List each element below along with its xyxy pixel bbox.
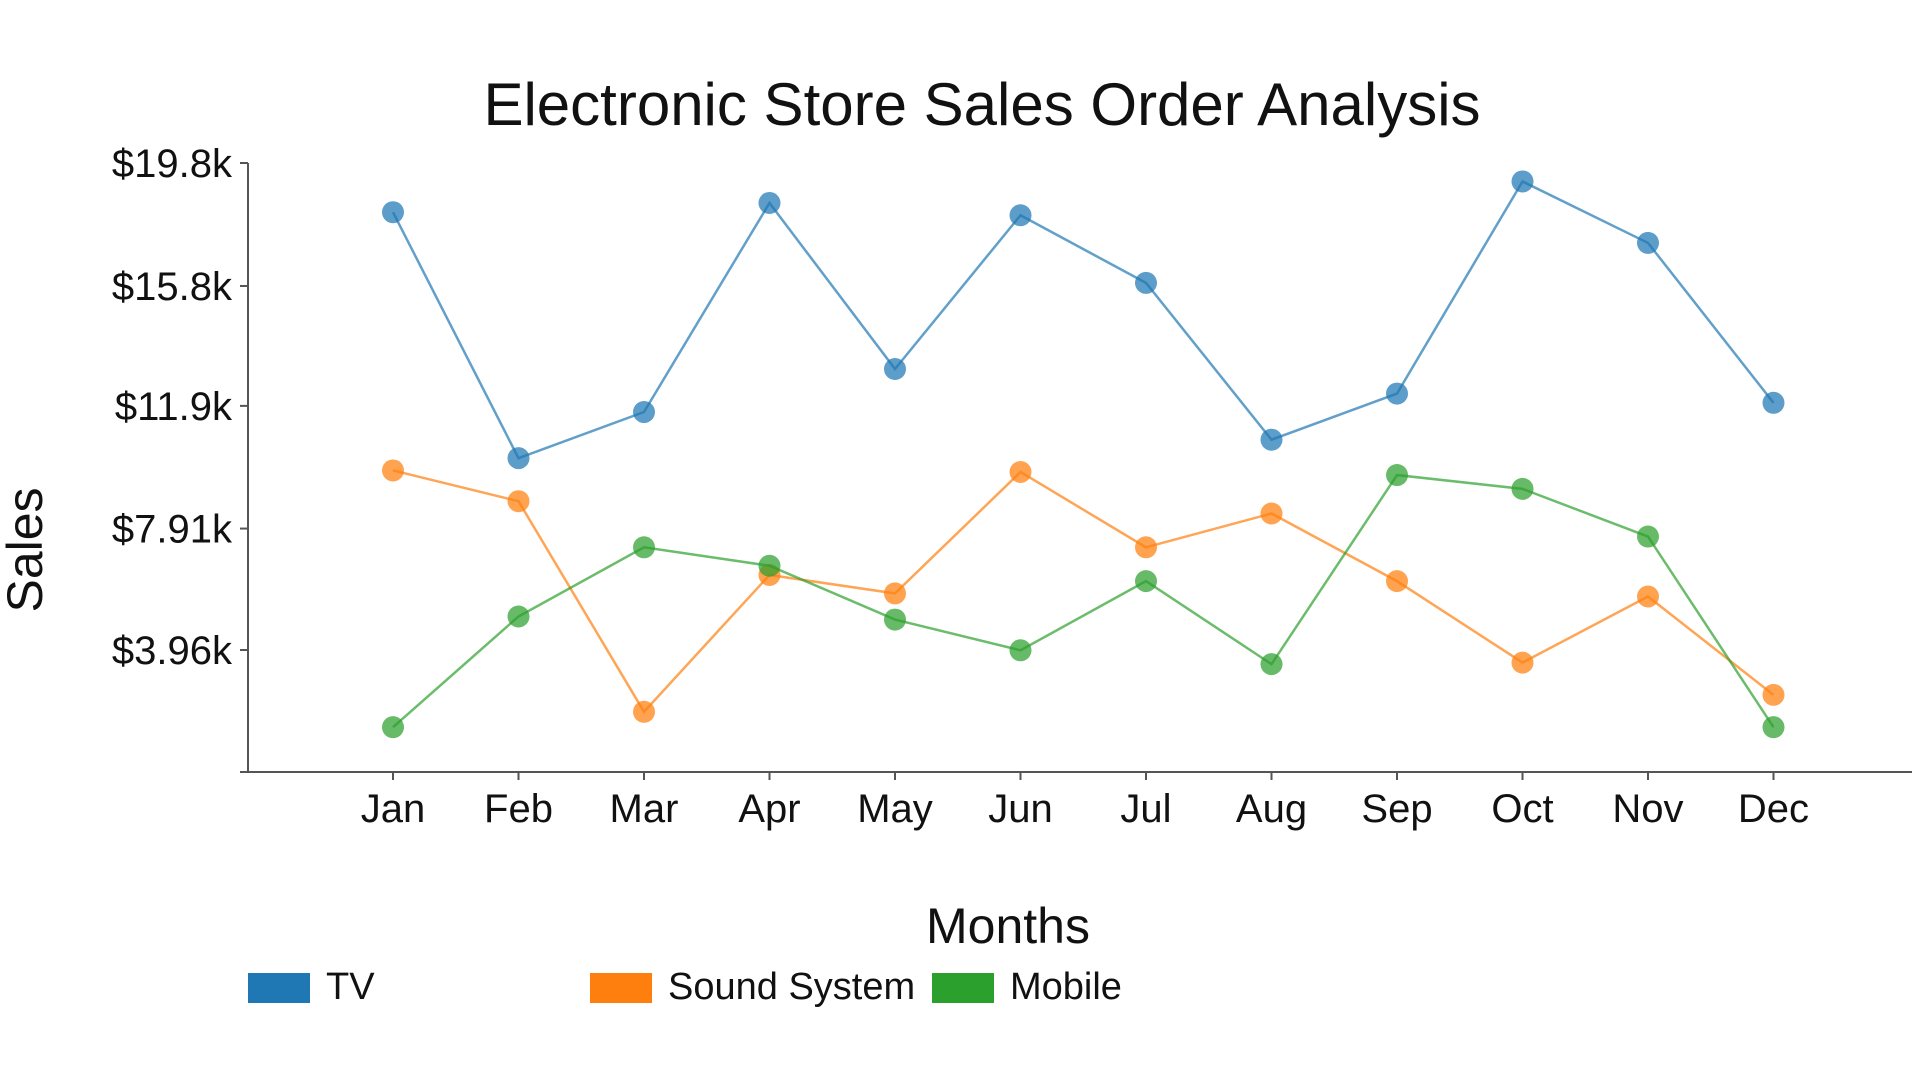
data-point-sound-system	[1511, 651, 1534, 674]
data-point-sound-system	[884, 582, 906, 605]
data-point-tv	[758, 191, 781, 214]
data-point-mobile	[1762, 716, 1785, 739]
data-point-tv	[884, 357, 906, 380]
data-point-mobile	[633, 536, 655, 559]
data-point-tv	[1260, 428, 1283, 451]
legend-swatch-tv	[248, 973, 310, 1003]
data-point-sound-system	[1637, 585, 1659, 608]
data-point-tv	[507, 447, 530, 470]
series-sound-system	[382, 459, 1785, 723]
legend-label-mobile: Mobile	[1010, 966, 1122, 1008]
data-point-tv	[1386, 382, 1408, 405]
legend-label-sound-system: Sound System	[668, 966, 915, 1008]
x-tick-label: Apr	[738, 787, 800, 831]
x-tick-label: Nov	[1612, 787, 1683, 831]
legend-swatch-mobile	[932, 973, 994, 1003]
data-point-sound-system	[507, 490, 530, 513]
series-tv	[382, 170, 1785, 470]
data-point-sound-system	[1260, 502, 1283, 525]
data-point-mobile	[1009, 639, 1032, 662]
chart-title: Electronic Store Sales Order Analysis	[483, 71, 1480, 138]
x-tick-label: Jul	[1120, 787, 1171, 831]
x-tick-label: Jun	[988, 787, 1053, 831]
data-point-sound-system	[1762, 683, 1785, 706]
data-point-tv	[1511, 170, 1534, 193]
legend: TV Sound System Mobile	[248, 966, 1122, 1008]
y-tick-label: $3.96k	[112, 629, 233, 673]
data-point-sound-system	[1135, 536, 1157, 559]
data-point-tv	[1135, 271, 1157, 294]
legend-label-tv: TV	[326, 966, 375, 1008]
legend-swatch-sound-system	[590, 973, 652, 1003]
x-tick-label: Jan	[361, 787, 426, 831]
y-tick-label: $7.91k	[112, 508, 233, 552]
series-line-mobile	[392, 473, 1775, 729]
data-point-tv	[633, 401, 655, 424]
x-tick-label: Aug	[1236, 787, 1307, 831]
x-tick-label: Dec	[1738, 787, 1809, 831]
x-tick-label: Oct	[1491, 787, 1553, 831]
data-point-mobile	[1637, 525, 1659, 548]
x-axis-label: Months	[926, 898, 1090, 954]
data-point-mobile	[884, 608, 906, 631]
x-tick-label: Mar	[610, 787, 679, 831]
data-point-sound-system	[1386, 570, 1408, 593]
data-point-tv	[1637, 231, 1659, 254]
series-line-sound-system	[392, 469, 1775, 714]
x-axis-ticks: Jan Feb Mar Apr May Jun Jul Aug Sep Oct Nov Dec	[361, 772, 1809, 831]
data-point-sound-system	[382, 459, 404, 482]
y-axis-label: Sales	[0, 487, 53, 612]
data-point-mobile	[1135, 570, 1157, 593]
x-tick-label: Sep	[1361, 787, 1432, 831]
data-point-tv	[1009, 204, 1032, 227]
y-tick-label: $19.8k	[112, 142, 233, 186]
x-tick-label: Feb	[484, 787, 553, 831]
series-mobile	[382, 464, 1785, 739]
data-point-sound-system	[1009, 460, 1032, 483]
data-point-mobile	[507, 605, 530, 628]
series-group	[382, 170, 1785, 739]
data-point-sound-system	[633, 700, 655, 723]
data-point-mobile	[758, 554, 781, 577]
series-line-tv	[391, 179, 1775, 460]
data-point-tv	[1762, 391, 1785, 414]
x-tick-label: May	[857, 787, 933, 831]
data-point-tv	[382, 201, 404, 224]
y-tick-label: $15.8k	[112, 265, 233, 309]
data-point-mobile	[382, 716, 404, 739]
y-tick-label: $11.9k	[115, 385, 233, 429]
data-point-mobile	[1260, 653, 1283, 676]
data-point-mobile	[1511, 477, 1534, 500]
data-point-mobile	[1386, 464, 1408, 487]
y-axis-ticks: $3.96k $7.91k $11.9k $15.8k $19.8k	[112, 142, 248, 673]
